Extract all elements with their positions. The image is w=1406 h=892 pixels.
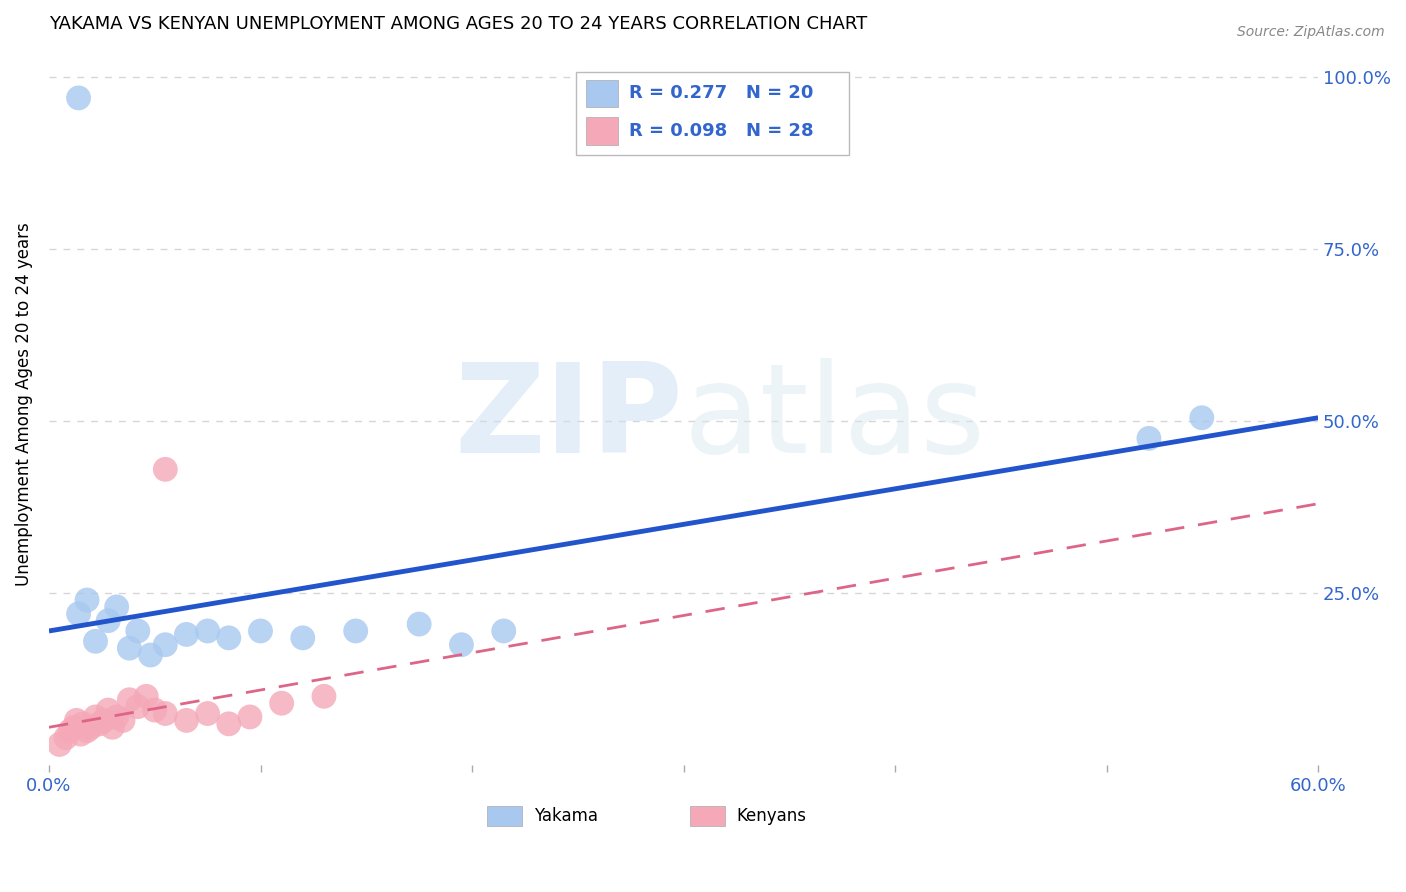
Point: [89, 716, 111, 731]
Point: [97, 703, 120, 717]
Point: [111, 714, 134, 728]
Point: [492, 624, 515, 638]
Point: [72, 716, 94, 731]
Point: [59, 723, 82, 738]
Text: R = 0.277   N = 20: R = 0.277 N = 20: [628, 85, 813, 103]
Point: [143, 703, 166, 717]
Point: [93, 714, 115, 728]
Point: [239, 710, 262, 724]
Point: [197, 706, 219, 721]
Point: [312, 690, 335, 704]
Point: [1137, 431, 1160, 445]
Point: [80, 720, 103, 734]
Text: atlas: atlas: [683, 358, 986, 479]
Point: [127, 699, 149, 714]
Point: [67, 607, 90, 621]
Point: [101, 720, 124, 734]
Point: [291, 631, 314, 645]
Point: [218, 716, 240, 731]
Point: [135, 690, 157, 704]
FancyBboxPatch shape: [586, 79, 617, 107]
Point: [139, 648, 162, 662]
Y-axis label: Unemployment Among Ages 20 to 24 years: Unemployment Among Ages 20 to 24 years: [15, 222, 32, 586]
Point: [408, 617, 430, 632]
Text: R = 0.098   N = 28: R = 0.098 N = 28: [628, 122, 814, 140]
Point: [118, 641, 141, 656]
Point: [176, 627, 198, 641]
Point: [1191, 410, 1213, 425]
Text: Kenyans: Kenyans: [737, 806, 807, 824]
Text: ZIP: ZIP: [454, 358, 683, 479]
Point: [76, 593, 98, 607]
Point: [97, 614, 120, 628]
Point: [155, 706, 177, 721]
Point: [84, 710, 107, 724]
Point: [84, 634, 107, 648]
Point: [63, 720, 86, 734]
Point: [249, 624, 271, 638]
Point: [69, 727, 91, 741]
Point: [270, 696, 292, 710]
Point: [76, 723, 98, 738]
Point: [105, 599, 128, 614]
Point: [105, 710, 128, 724]
Point: [450, 638, 472, 652]
Point: [118, 692, 141, 706]
FancyBboxPatch shape: [690, 806, 725, 827]
FancyBboxPatch shape: [575, 71, 849, 155]
Text: Source: ZipAtlas.com: Source: ZipAtlas.com: [1237, 25, 1385, 39]
Point: [67, 91, 90, 105]
Point: [197, 624, 219, 638]
FancyBboxPatch shape: [586, 117, 617, 145]
Point: [48, 738, 70, 752]
Point: [55, 731, 77, 745]
Point: [176, 714, 198, 728]
Text: YAKAMA VS KENYAN UNEMPLOYMENT AMONG AGES 20 TO 24 YEARS CORRELATION CHART: YAKAMA VS KENYAN UNEMPLOYMENT AMONG AGES…: [49, 15, 868, 33]
Text: Yakama: Yakama: [534, 806, 598, 824]
Point: [127, 624, 149, 638]
Point: [155, 638, 177, 652]
Point: [65, 714, 87, 728]
Point: [218, 631, 240, 645]
Point: [344, 624, 367, 638]
Point: [155, 462, 177, 476]
FancyBboxPatch shape: [486, 806, 523, 827]
